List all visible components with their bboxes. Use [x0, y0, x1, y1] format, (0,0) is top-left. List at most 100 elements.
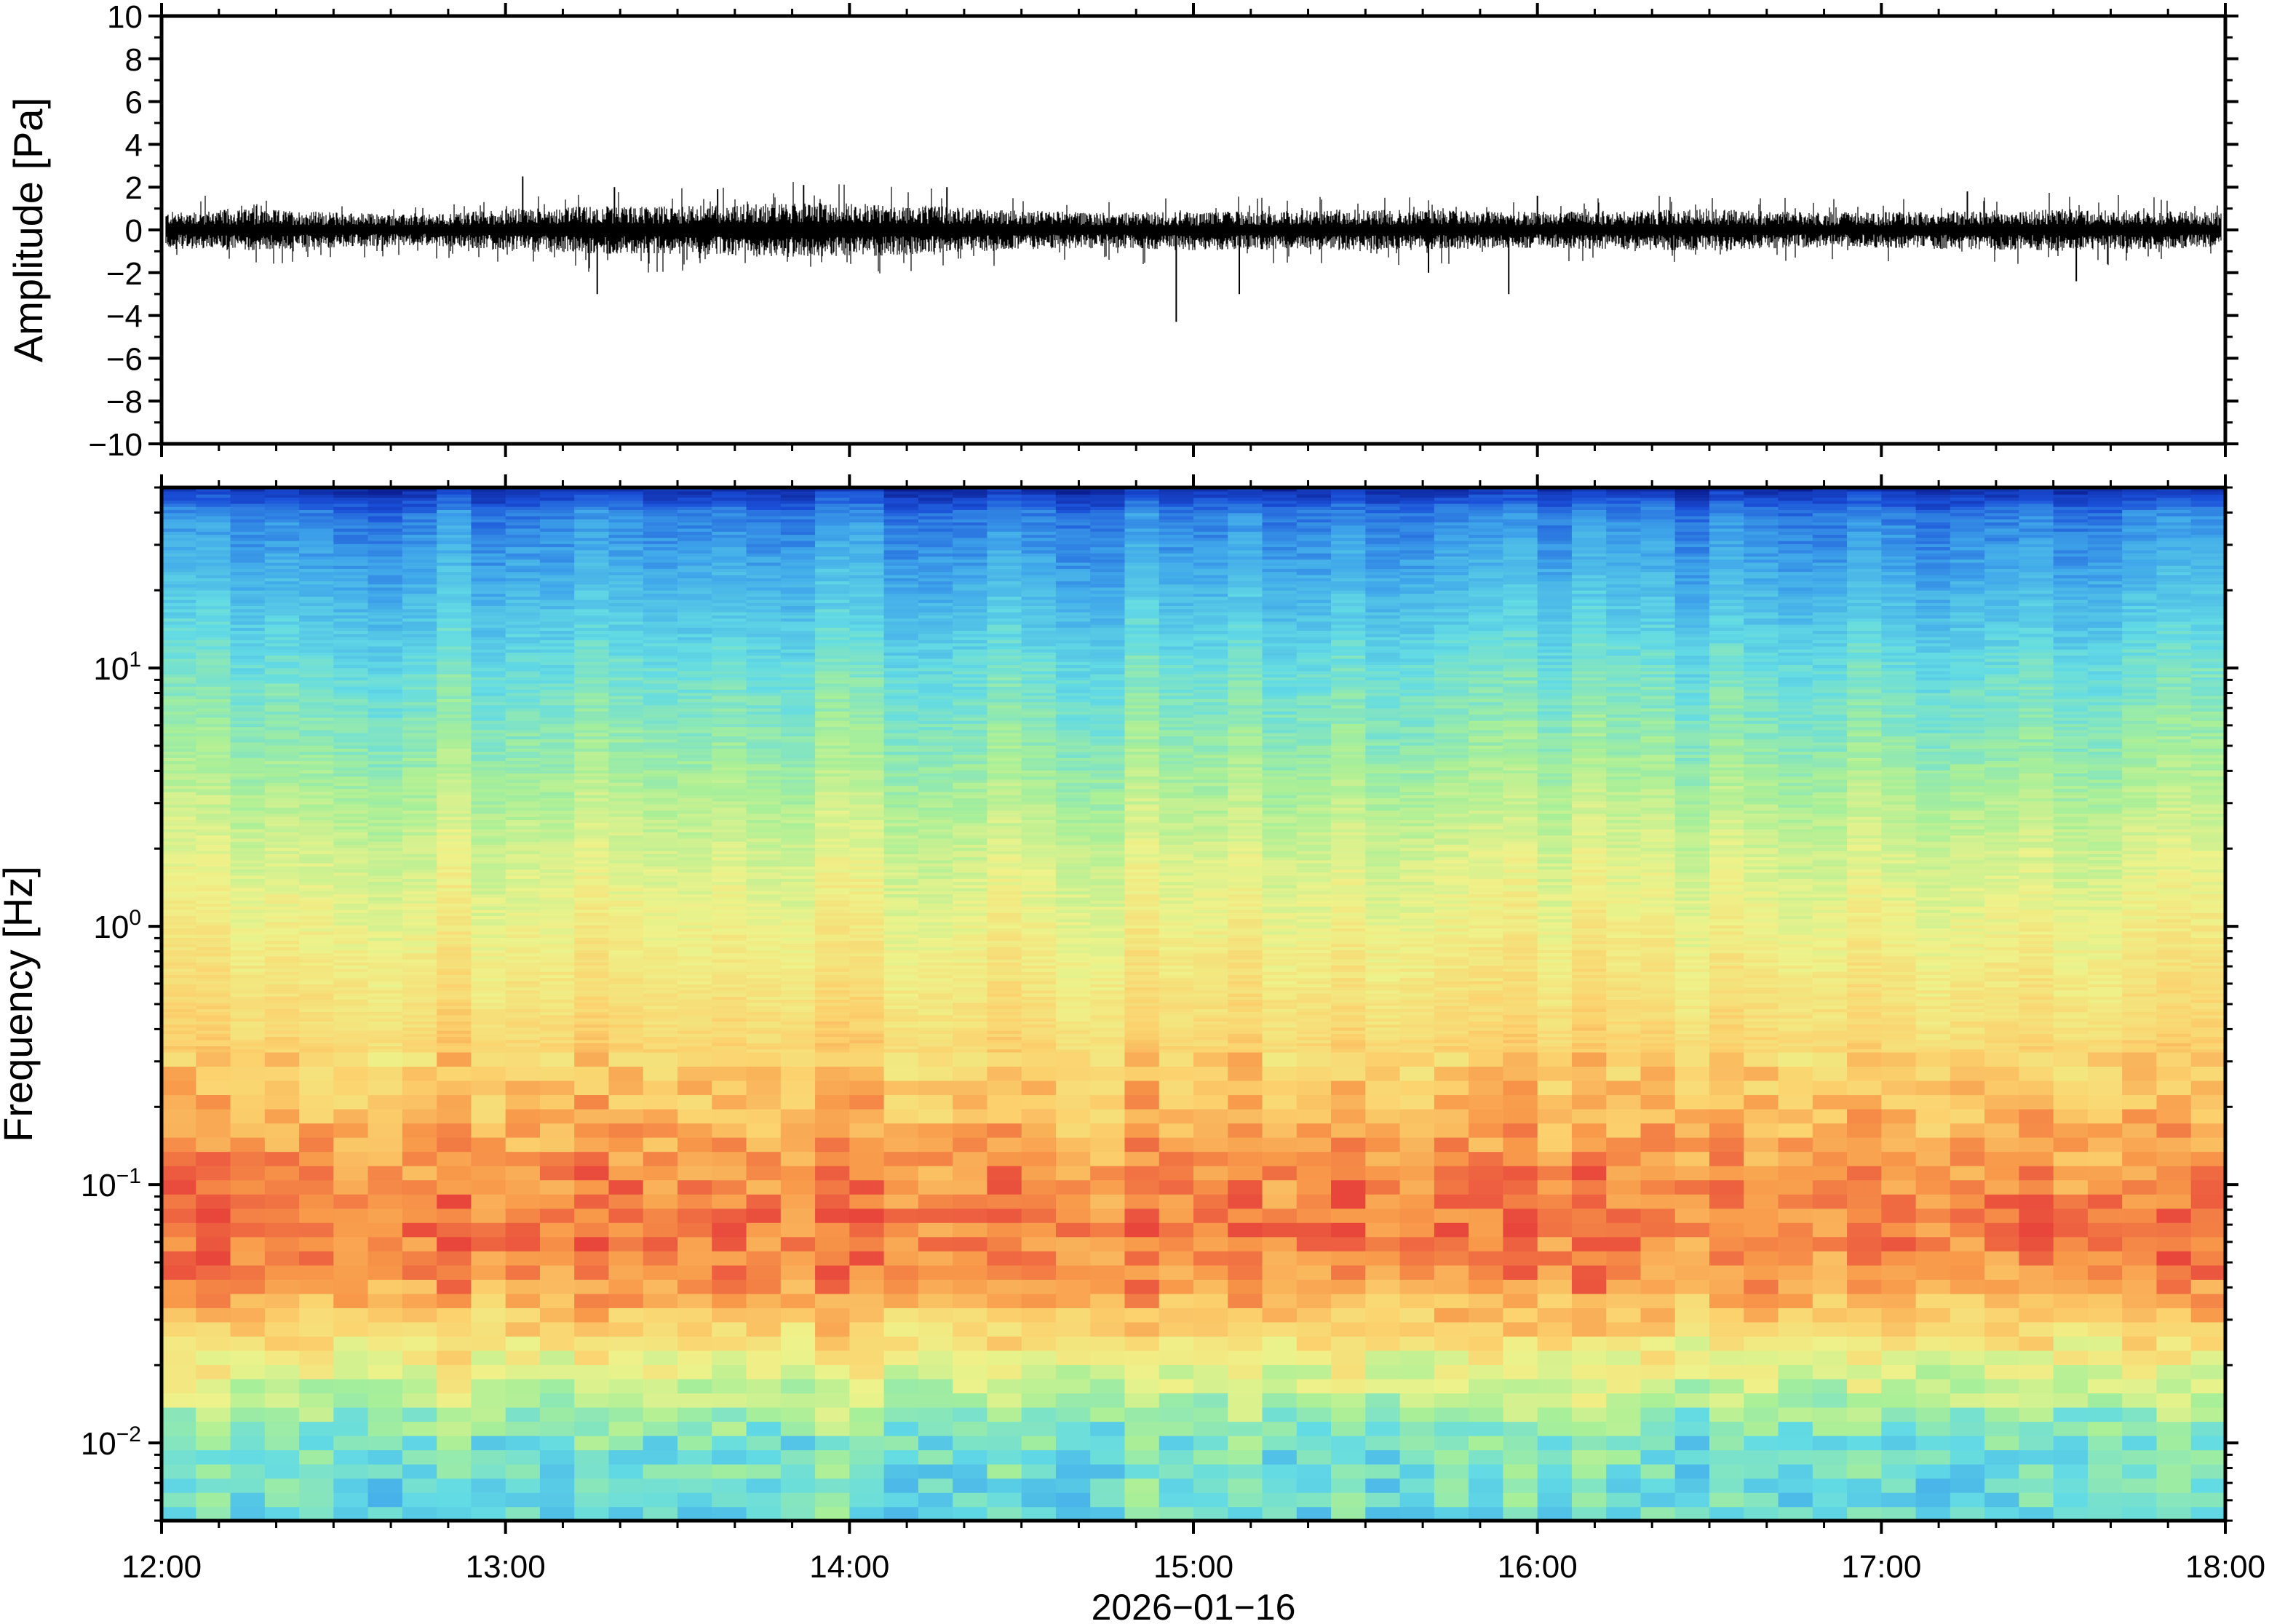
- spectrogram-cell: [196, 515, 231, 520]
- spectrogram-cell: [505, 1478, 541, 1493]
- spectrogram-cell: [677, 1017, 713, 1022]
- spectrogram-cell: [196, 934, 231, 938]
- spectrogram-cell: [780, 714, 816, 718]
- spectrogram-cell: [539, 773, 575, 777]
- spectrogram-cell: [471, 903, 506, 907]
- spectrogram-cell: [780, 1039, 816, 1043]
- spectrogram-cell: [471, 661, 506, 665]
- spectrogram-cell: [505, 605, 541, 610]
- spectrogram-cell: [883, 1011, 919, 1016]
- spectrogram-cell: [162, 1080, 197, 1096]
- spectrogram-cell: [299, 1393, 335, 1408]
- spectrogram-cell: [780, 903, 816, 907]
- spectrogram-cell: [780, 757, 816, 762]
- spectrogram-cell: [712, 1005, 747, 1009]
- spectrogram-cell: [402, 736, 437, 740]
- spectrogram-cell: [539, 537, 575, 541]
- spectrogram-cell: [264, 530, 300, 536]
- spectrogram-cell: [746, 866, 782, 870]
- spectrogram-cell: [471, 766, 506, 771]
- spectrogram-cell: [402, 862, 437, 867]
- spectrogram-cell: [539, 1378, 575, 1394]
- spectrogram-cell: [402, 549, 437, 554]
- spectrogram-cell: [162, 856, 197, 861]
- spectrogram-cell: [299, 840, 335, 845]
- spectrogram-cell: [471, 1251, 506, 1266]
- spectrogram-cell: [162, 633, 197, 637]
- spectrogram-cell: [712, 785, 747, 789]
- spectrogram-cell: [677, 584, 713, 588]
- spectrogram-cell: [849, 971, 885, 975]
- spectrogram-cell: [883, 776, 919, 780]
- spectrogram-cell: [264, 1024, 300, 1028]
- spectrogram-cell: [402, 711, 437, 715]
- spectrogram-cell: [780, 1265, 816, 1280]
- spectrogram-cell: [539, 695, 575, 699]
- spectrogram-cell: [367, 546, 403, 551]
- spectrogram-cell: [333, 645, 369, 650]
- spectrogram-cell: [162, 645, 197, 650]
- spectrogram-cell: [574, 875, 610, 879]
- spectrogram-cell: [712, 615, 747, 619]
- spectrogram-cell: [471, 677, 506, 681]
- spectrogram-cell: [712, 878, 747, 883]
- spectrogram-cell: [402, 593, 437, 597]
- spectrogram-cell: [608, 835, 644, 839]
- spectrogram-cell: [539, 717, 575, 721]
- spectrogram-cell: [437, 903, 472, 907]
- spectrogram-cell: [264, 1137, 300, 1153]
- spectrogram-cell: [402, 695, 437, 699]
- spectrogram-cell: [230, 862, 266, 867]
- spectrogram-cell: [299, 1024, 335, 1028]
- spectrogram-cell: [230, 562, 266, 566]
- spectrogram-cell: [643, 995, 678, 1000]
- spectrogram-cell: [196, 528, 231, 532]
- spectrogram-cell: [849, 667, 885, 672]
- spectrogram-cell: [402, 1024, 437, 1028]
- spectrogram-cell: [230, 1039, 266, 1043]
- spectrogram-cell: [815, 828, 851, 833]
- spectrogram-cell: [849, 891, 885, 895]
- spectrogram-cell: [883, 528, 919, 532]
- spectrogram-cell: [918, 965, 953, 969]
- spectrogram-cell: [162, 832, 197, 836]
- spectrogram-cell: [505, 1108, 541, 1124]
- spectrogram-cell: [471, 980, 506, 984]
- spectrogram-cell: [780, 819, 816, 824]
- spectrogram-cell: [780, 552, 816, 557]
- spectrogram-cell: [539, 1307, 575, 1323]
- spectrogram-cell: [196, 589, 231, 594]
- spectrogram-cell: [505, 950, 541, 954]
- spectrogram-cell: [746, 813, 782, 817]
- spectrogram-cell: [333, 878, 369, 883]
- spectrogram-cell: [815, 757, 851, 762]
- spectrogram-cell: [643, 500, 678, 504]
- spectrogram-cell: [437, 574, 472, 578]
- spectrogram-cell: [643, 1506, 678, 1521]
- spectrogram-cell: [746, 788, 782, 792]
- spectrogram-cell: [299, 1406, 335, 1422]
- spectrogram-cell: [539, 655, 575, 659]
- spectrogram-cell: [677, 925, 713, 929]
- spectrogram-cell: [918, 980, 953, 984]
- spectrogram-cell: [643, 540, 678, 544]
- spectrogram-cell: [643, 1222, 678, 1238]
- spectrogram-cell: [677, 608, 713, 613]
- spectrogram-cell: [162, 515, 197, 520]
- spectrogram-cell: [677, 1421, 713, 1436]
- spectrogram-cell: [367, 1094, 403, 1110]
- spectrogram-cell: [574, 1222, 610, 1238]
- spectrogram-cell: [574, 1421, 610, 1436]
- spectrogram-cell: [712, 965, 747, 969]
- spectrogram-cell: [471, 992, 506, 997]
- spectrogram-cell: [780, 707, 816, 712]
- spectrogram-cell: [437, 899, 472, 904]
- spectrogram-cell: [883, 1463, 919, 1479]
- spectrogram-cell: [230, 636, 266, 640]
- spectrogram-cell: [162, 1048, 197, 1053]
- spectrogram-cell: [471, 952, 506, 957]
- spectrogram-cell: [402, 1406, 437, 1422]
- spectrogram-cell: [367, 1406, 403, 1422]
- spectrogram-cell: [677, 589, 713, 594]
- spectrogram-cell: [196, 1021, 231, 1025]
